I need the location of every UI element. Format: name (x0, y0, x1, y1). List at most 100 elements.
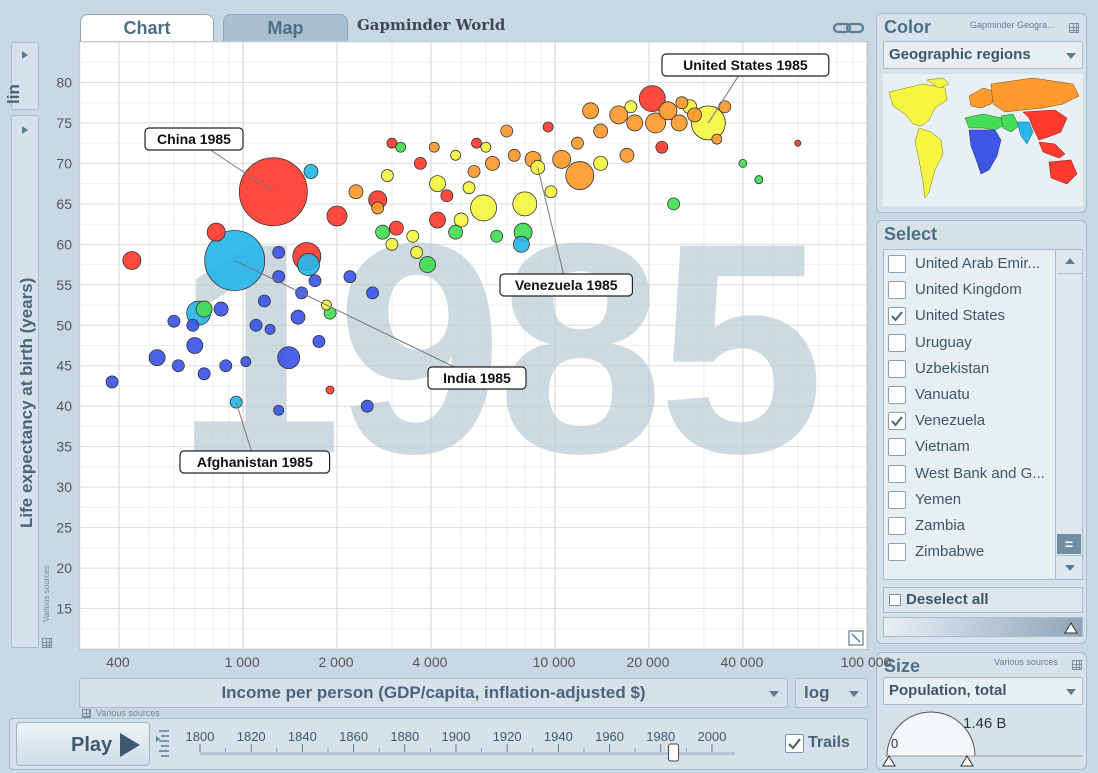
data-point (638, 85, 666, 113)
y-sources-label: Various sources (42, 565, 51, 622)
data-point (186, 337, 204, 354)
opacity-slider[interactable] (883, 617, 1083, 637)
data-point (453, 212, 469, 228)
timeline-tick-label: 1940 (544, 729, 573, 744)
timeline-handle[interactable] (668, 743, 680, 762)
timeline-tick-label: 1880 (390, 729, 419, 744)
country-checkbox[interactable] (888, 386, 906, 404)
timeline-tick-label: 1800 (186, 729, 215, 744)
data-point (388, 220, 404, 236)
scroll-thumb[interactable]: = (1057, 534, 1081, 554)
table-icon[interactable] (42, 638, 52, 648)
data-point (105, 375, 119, 389)
country-checkbox[interactable] (888, 359, 906, 378)
data-point (360, 399, 374, 413)
size-range-widget[interactable] (877, 708, 1086, 770)
list-scrollbar[interactable]: = (1055, 250, 1082, 579)
data-point (471, 137, 482, 149)
size-dropdown[interactable]: Population, total (883, 677, 1083, 705)
y-scale-selector[interactable] (11, 42, 39, 110)
y-tick-label: 65 (56, 196, 72, 212)
deselect-checkbox[interactable] (889, 594, 901, 606)
label-box (661, 53, 830, 77)
play-icon (120, 733, 140, 757)
timeline-slider[interactable]: 1800 1820 1840 1860 1880 1900 1920 1940 1960 1980… (175, 722, 765, 766)
data-point (366, 286, 379, 300)
data-point (272, 270, 286, 284)
select-panel-title: Select (884, 224, 938, 244)
data-point (565, 161, 595, 190)
table-icon[interactable] (82, 709, 91, 718)
y-tick-label: 25 (56, 520, 72, 536)
color-dropdown[interactable]: Geographic regions (883, 41, 1083, 69)
country-checkbox[interactable] (888, 333, 906, 352)
data-point (462, 181, 476, 195)
tab-map[interactable]: Map (223, 14, 348, 42)
tab-chart[interactable]: Chart (80, 14, 214, 42)
size-panel: Size Various sources Population, total 0… (876, 652, 1087, 770)
scroll-down-button[interactable] (1057, 555, 1082, 579)
x-scale-selector[interactable]: log (795, 678, 868, 708)
world-region-map[interactable] (883, 74, 1083, 206)
data-point (544, 185, 558, 199)
chevron-down-icon (769, 691, 779, 697)
table-icon[interactable] (1069, 23, 1079, 33)
trails-checkbox[interactable] (785, 734, 804, 753)
data-point (240, 356, 252, 368)
timeline-tick-label: 1900 (442, 729, 471, 744)
scroll-up-button[interactable] (1057, 250, 1082, 274)
table-icon[interactable] (1072, 660, 1082, 670)
country-checkbox[interactable] (888, 412, 906, 431)
label-box (144, 127, 244, 151)
y-tick-label: 40 (56, 398, 72, 414)
data-point (667, 197, 681, 211)
country-checkbox[interactable] (888, 543, 906, 562)
speed-icon[interactable] (156, 728, 170, 762)
country-checkbox[interactable] (888, 490, 906, 509)
country-label: Uzbekistan (915, 359, 990, 377)
y-tick-label: 45 (56, 358, 72, 374)
country-checkbox[interactable] (888, 281, 906, 300)
data-point (542, 121, 554, 133)
deselect-label: Deselect all (906, 591, 989, 608)
y-tick-label: 70 (56, 155, 72, 171)
expand-arrow-icon (22, 126, 28, 134)
label-leader (234, 260, 478, 379)
country-checkbox[interactable] (888, 464, 906, 483)
data-point (195, 300, 213, 318)
data-point (467, 165, 481, 178)
country-checkbox[interactable] (888, 255, 906, 273)
size-min-handle-icon[interactable] (882, 755, 896, 767)
size-max-handle-icon[interactable] (960, 755, 974, 767)
label-box (427, 366, 527, 390)
chevron-down-icon (1066, 689, 1076, 695)
chevron-down-icon (849, 691, 859, 697)
grip-icon: = (1064, 536, 1074, 552)
data-point (122, 251, 142, 270)
country-checkbox[interactable] (888, 307, 906, 326)
label-leader (537, 167, 567, 286)
data-point (571, 136, 584, 150)
data-point (429, 211, 446, 229)
data-point (386, 137, 398, 149)
data-point (711, 133, 723, 145)
deselect-all-button[interactable]: Deselect all (883, 587, 1083, 613)
x-axis-label: Income per person (GDP/capita, inflation… (221, 683, 646, 702)
data-point (326, 205, 348, 227)
timeline-tick-label: 1860 (339, 729, 368, 744)
data-point (413, 157, 427, 170)
timeline-tick-label: 1820 (237, 729, 266, 744)
country-checkbox[interactable] (888, 517, 906, 535)
x-axis-selector[interactable]: Income per person (GDP/capita, inflation… (79, 678, 788, 708)
label-box (499, 273, 633, 297)
data-point (206, 222, 226, 242)
link-icon[interactable] (832, 20, 866, 36)
data-point (385, 237, 399, 251)
y-axis-selector[interactable] (11, 115, 39, 648)
data-point (264, 323, 276, 335)
slider-handle-icon[interactable] (1064, 622, 1078, 634)
data-point (626, 114, 644, 132)
country-checkbox[interactable] (888, 438, 906, 457)
timeline-tick-label: 2000 (698, 729, 727, 744)
